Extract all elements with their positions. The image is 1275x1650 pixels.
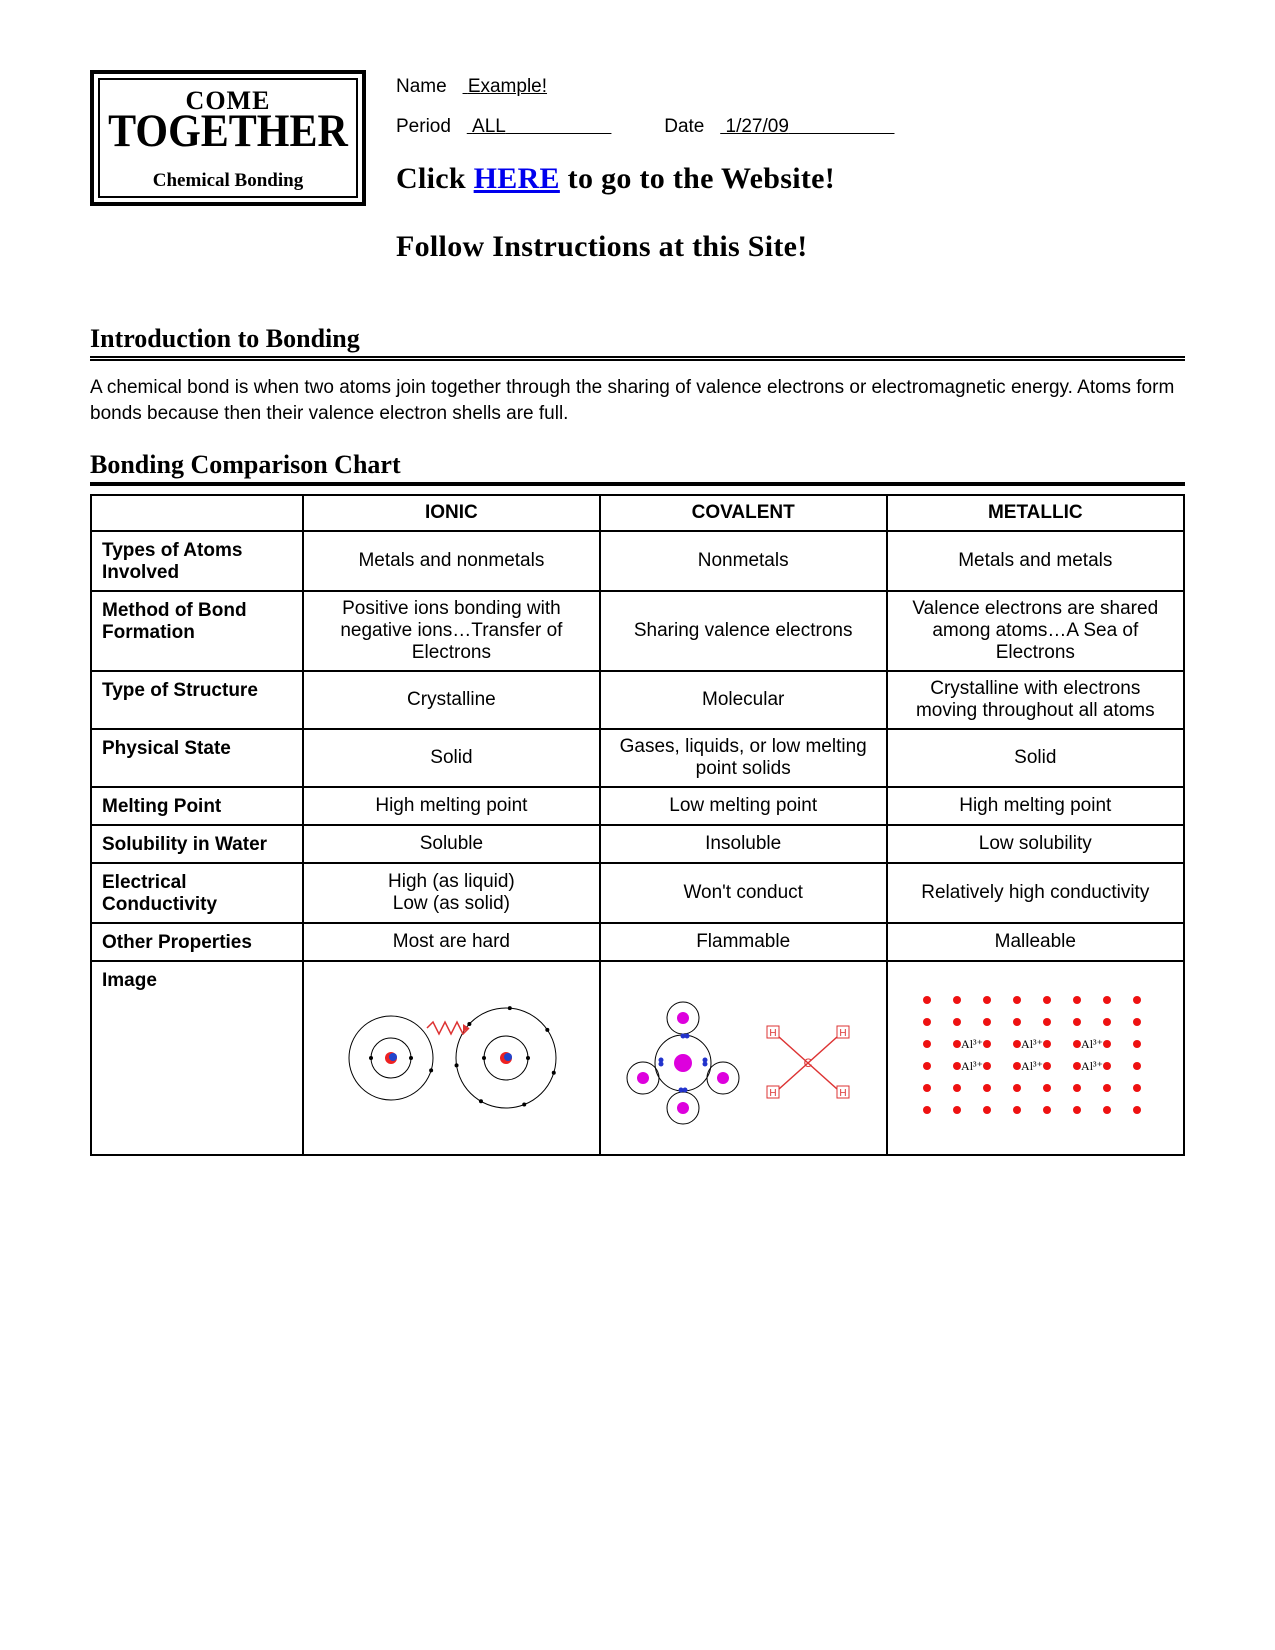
logo-box: COME TOGETHER Chemical Bonding — [90, 70, 366, 206]
intro-title: Introduction to Bonding — [90, 324, 1185, 361]
bonding-table: IONIC COVALENT METALLIC Types of Atoms I… — [90, 494, 1185, 1156]
table-row: Physical State Solid Gases, liquids, or … — [91, 729, 1184, 787]
logo-subtitle: Chemical Bonding — [104, 170, 352, 192]
headline-follow: Follow Instructions at this Site! — [396, 230, 1185, 264]
table-row: Other Properties Most are hard Flammable… — [91, 923, 1184, 961]
name-label: Name — [396, 76, 447, 97]
svg-text:Al³⁺: Al³⁺ — [1081, 1037, 1103, 1051]
table-row: Type of Structure Crystalline Molecular … — [91, 671, 1184, 729]
covalent-image: CHHHH — [600, 961, 887, 1155]
table-row: Method of Bond Formation Positive ions b… — [91, 591, 1184, 671]
name-value: Example! — [463, 76, 547, 97]
svg-text:Al³⁺: Al³⁺ — [1021, 1037, 1043, 1051]
here-link[interactable]: HERE — [474, 162, 560, 195]
col-ionic: IONIC — [303, 495, 600, 531]
table-row: Electrical Conductivity High (as liquid)… — [91, 863, 1184, 923]
intro-body: A chemical bond is when two atoms join t… — [90, 375, 1185, 426]
logo-line2: TOGETHER — [104, 112, 352, 154]
date-value: 1/27/09 — [720, 116, 894, 137]
period-value: ALL — [467, 116, 612, 137]
chart-title: Bonding Comparison Chart — [90, 450, 1185, 486]
col-metallic: METALLIC — [887, 495, 1184, 531]
table-row: Melting Point High melting point Low mel… — [91, 787, 1184, 825]
table-row-image: Image CHHHH Al³⁺Al³⁺Al³⁺Al³⁺Al³⁺Al³⁺ — [91, 961, 1184, 1155]
col-covalent: COVALENT — [600, 495, 887, 531]
svg-text:H: H — [840, 1088, 847, 1099]
svg-text:H: H — [770, 1028, 777, 1039]
svg-text:Al³⁺: Al³⁺ — [1021, 1059, 1043, 1073]
svg-text:H: H — [840, 1028, 847, 1039]
table-row: Types of Atoms Involved Metals and nonme… — [91, 531, 1184, 591]
svg-text:Al³⁺: Al³⁺ — [961, 1037, 983, 1051]
fillins-block: Name Example! Period ALL Date 1/27/09 — [396, 70, 1185, 264]
ionic-image — [303, 961, 600, 1155]
date-label: Date — [664, 116, 704, 137]
svg-text:Al³⁺: Al³⁺ — [1081, 1059, 1103, 1073]
svg-text:H: H — [770, 1088, 777, 1099]
metallic-image: Al³⁺ Al³⁺ Al³⁺ Al³⁺ Al³⁺ Al³⁺ — [887, 961, 1184, 1155]
period-label: Period — [396, 116, 451, 137]
headline-click: Click HERE to go to the Website! — [396, 162, 1185, 196]
svg-text:Al³⁺: Al³⁺ — [961, 1059, 983, 1073]
table-row: Solubility in Water Soluble Insoluble Lo… — [91, 825, 1184, 863]
ionic-conductivity: High (as liquid) Low (as solid) — [303, 863, 600, 923]
